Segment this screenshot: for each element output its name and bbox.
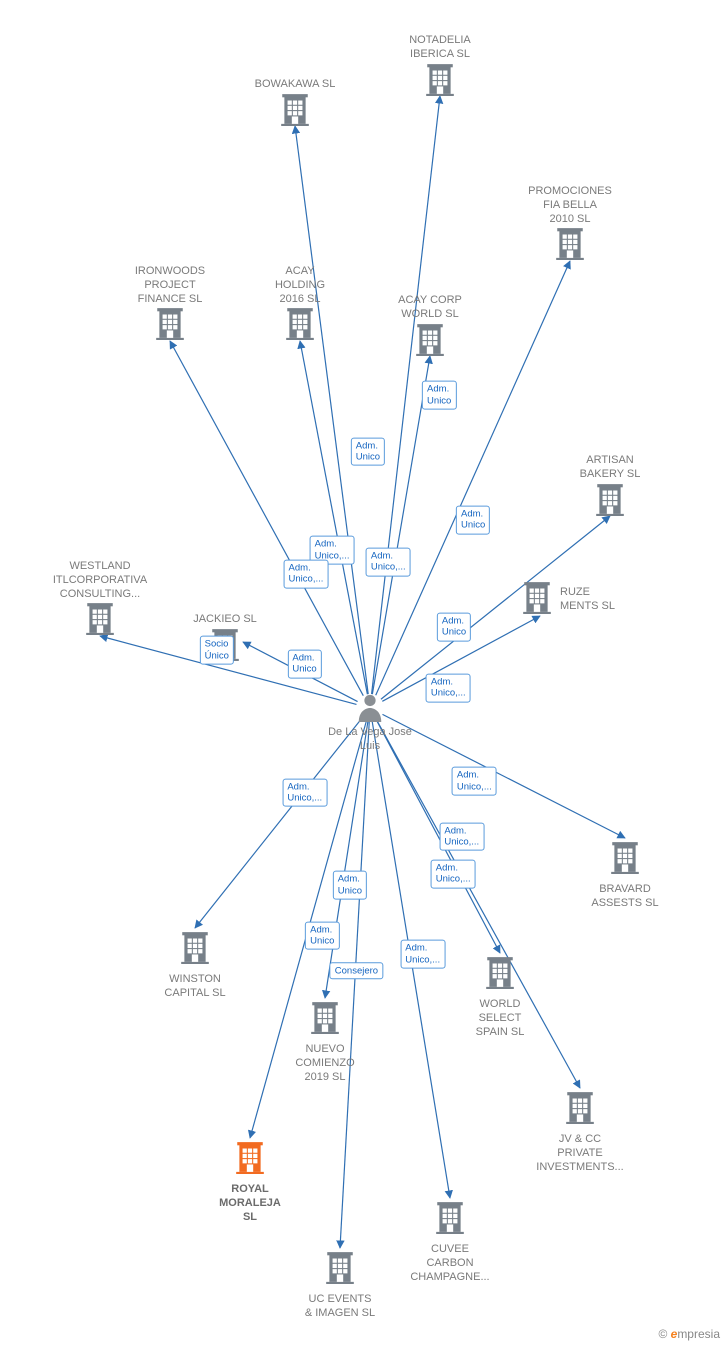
node-nuevo[interactable]: NUEVO COMIENZO 2019 SL [265,1000,385,1084]
node-label: ACAY HOLDING 2016 SL [240,265,360,306]
building-icon [135,930,255,969]
node-acayholding[interactable]: ACAY HOLDING 2016 SL [240,261,360,345]
node-jvcc[interactable]: JV & CC PRIVATE INVESTMENTS... [520,1090,640,1174]
building-icon [110,306,230,345]
edge-label: Adm. Unico,... [282,778,327,807]
building-icon [370,322,490,361]
node-artisan[interactable]: ARTISAN BAKERY SL [550,450,670,521]
building-icon [190,1140,310,1179]
edge-label: Adm. Unico [305,921,339,950]
node-label: ACAY CORP WORLD SL [370,294,490,322]
edge-label: Adm. Unico,... [366,548,411,577]
edge-label: Adm. Unico,... [400,940,445,969]
edge-label: Adm. Unico [333,871,367,900]
building-icon [240,306,360,345]
node-bravard[interactable]: BRAVARD ASSESTS SL [565,840,685,911]
edge-label: Adm. Unico,... [439,822,484,851]
edge-label: Adm. Unico,... [431,859,476,888]
edge-label: Adm. Unico [287,649,321,678]
building-icon [40,601,160,640]
node-label: UC EVENTS & IMAGEN SL [280,1293,400,1321]
building-icon [520,580,554,619]
building-icon [390,1200,510,1239]
node-promociones[interactable]: PROMOCIONES FIA BELLA 2010 SL [510,181,630,265]
node-ucevents[interactable]: UC EVENTS & IMAGEN SL [280,1250,400,1321]
edge-label: Adm. Unico [437,612,471,641]
node-royal[interactable]: ROYAL MORALEJA SL [190,1140,310,1224]
edge-label: Adm. Unico,... [452,767,497,796]
node-label: PROMOCIONES FIA BELLA 2010 SL [510,185,630,226]
node-cuvee[interactable]: CUVEE CARBON CHAMPAGNE... [390,1200,510,1284]
node-label: NUEVO COMIENZO 2019 SL [265,1043,385,1084]
node-label: WINSTON CAPITAL SL [135,973,255,1001]
node-ruze[interactable]: RUZE MENTS SL [520,580,720,619]
edge-label: Adm. Unico,... [426,674,471,703]
node-notadelia[interactable]: NOTADELIA IBERICA SL [380,30,500,101]
node-label: JV & CC PRIVATE INVESTMENTS... [520,1133,640,1174]
center-person-icon[interactable] [355,692,385,722]
footer-copyright: © empresia [658,1327,720,1341]
building-icon [265,1000,385,1039]
node-winston[interactable]: WINSTON CAPITAL SL [135,930,255,1001]
building-icon [550,482,670,521]
edge-label: Adm. Unico,... [284,559,329,588]
node-acaycorp[interactable]: ACAY CORP WORLD SL [370,290,490,361]
edge-label: Adm. Unico [456,505,490,534]
building-icon [235,92,355,131]
building-icon [565,840,685,879]
node-label: JACKIEO SL [165,613,285,627]
node-label: ROYAL MORALEJA SL [190,1183,310,1224]
building-icon [280,1250,400,1289]
node-label: NOTADELIA IBERICA SL [380,34,500,62]
building-icon [380,62,500,101]
copyright-symbol: © [658,1327,667,1341]
node-label: BOWAKAWA SL [235,78,355,92]
center-person-label: De La Vega Jose Luis [320,726,420,754]
node-westland[interactable]: WESTLAND ITLCORPORATIVA CONSULTING... [40,556,160,640]
brand-rest: mpresia [677,1327,720,1341]
node-worldselect[interactable]: WORLD SELECT SPAIN SL [440,955,560,1039]
node-label: BRAVARD ASSESTS SL [565,883,685,911]
edge-line [295,126,368,694]
node-label: CUVEE CARBON CHAMPAGNE... [390,1243,510,1284]
building-icon [520,1090,640,1129]
edge-label: Socio Único [200,636,234,665]
building-icon [510,226,630,265]
building-icon [440,955,560,994]
node-ironwoods[interactable]: IRONWOODS PROJECT FINANCE SL [110,261,230,345]
edge-label: Adm. Unico [351,437,385,466]
node-label: WORLD SELECT SPAIN SL [440,998,560,1039]
edge-label: Adm. Unico [422,381,456,410]
edge-label: Consejero [330,962,383,979]
node-bowakawa[interactable]: BOWAKAWA SL [235,74,355,131]
node-label: ARTISAN BAKERY SL [550,454,670,482]
node-label: WESTLAND ITLCORPORATIVA CONSULTING... [40,560,160,601]
node-label: RUZE MENTS SL [560,586,615,614]
node-label: IRONWOODS PROJECT FINANCE SL [110,265,230,306]
